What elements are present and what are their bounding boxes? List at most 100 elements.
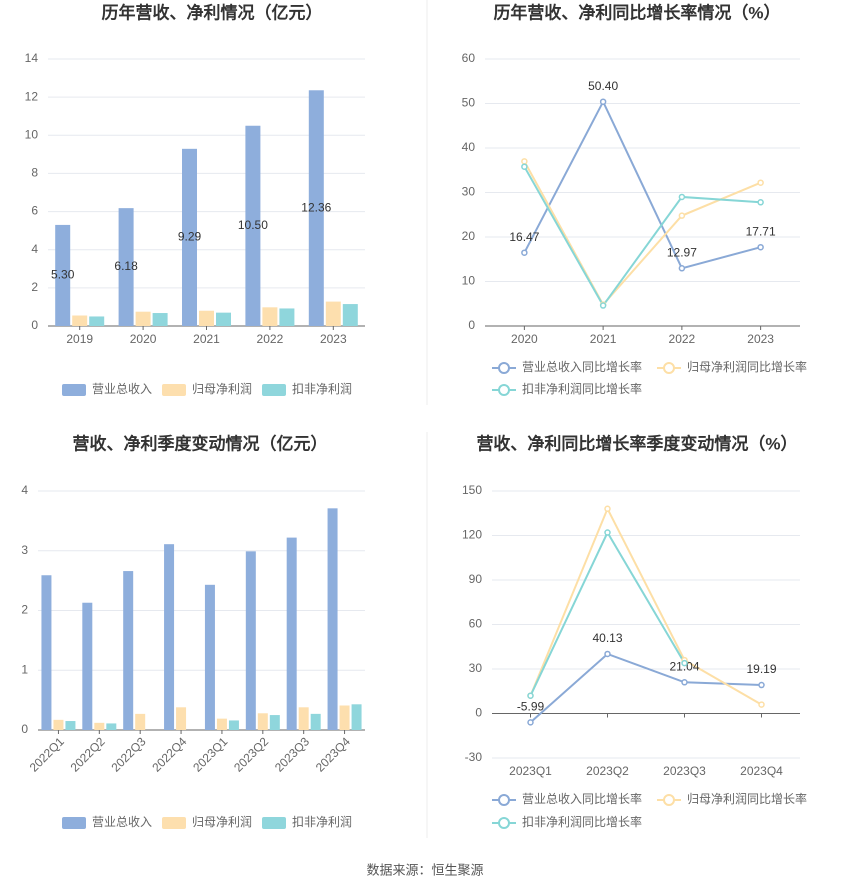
point-marker xyxy=(681,659,688,667)
point-marker xyxy=(678,265,686,272)
bar xyxy=(216,718,227,730)
bar xyxy=(106,723,117,730)
series-line xyxy=(523,166,761,308)
y-tick-label: 40 xyxy=(462,140,476,154)
bar xyxy=(65,721,76,730)
y-tick-label: 60 xyxy=(469,617,483,631)
bar xyxy=(182,148,197,326)
bar xyxy=(298,707,309,730)
point-marker xyxy=(599,98,607,105)
y-tick-label: 4 xyxy=(21,483,28,497)
legend-label: 营业总收入同比增长率 xyxy=(522,791,642,806)
point-marker xyxy=(527,719,534,726)
data-label: 17.71 xyxy=(746,224,776,238)
y-tick-label: 2 xyxy=(21,603,28,617)
point-marker xyxy=(604,529,611,536)
data-label: 21.04 xyxy=(669,659,699,673)
legend-swatch xyxy=(62,384,86,396)
source-note: 数据来源：恒生聚源 xyxy=(366,862,483,877)
legend-label: 归母净利润同比增长率 xyxy=(687,791,807,806)
y-tick-label: 50 xyxy=(462,96,476,110)
x-tick-label: 2023 xyxy=(747,332,774,346)
x-tick-label: 2022 xyxy=(257,332,284,346)
data-label: 12.36 xyxy=(301,200,331,214)
data-label: 16.47 xyxy=(509,230,539,244)
x-tick-label: 2023Q3 xyxy=(663,764,706,778)
bar xyxy=(41,575,52,730)
bar xyxy=(325,301,341,326)
point-marker xyxy=(604,650,611,658)
point-marker xyxy=(758,701,765,708)
data-label: 40.13 xyxy=(592,631,622,645)
y-tick-label: 10 xyxy=(25,127,39,141)
legend-marker xyxy=(498,384,510,396)
y-tick-label: 8 xyxy=(31,166,38,180)
point-marker xyxy=(521,158,528,165)
y-tick-label: 0 xyxy=(31,318,38,332)
series-line xyxy=(529,506,763,706)
legend-swatch xyxy=(162,384,186,396)
x-tick-label: 2021 xyxy=(193,332,220,346)
bar xyxy=(118,208,134,326)
bar xyxy=(135,713,146,730)
y-tick-label: 0 xyxy=(21,722,28,736)
bar xyxy=(152,313,168,326)
legend-label: 营业总收入同比增长率 xyxy=(522,359,642,374)
x-tick-label: 2020 xyxy=(130,332,157,346)
legend-marker xyxy=(663,362,675,374)
point-marker xyxy=(757,179,764,186)
point-marker xyxy=(681,679,688,686)
data-label: 19.19 xyxy=(746,662,776,676)
y-tick-label: 3 xyxy=(21,543,28,557)
bar xyxy=(89,316,105,326)
bar xyxy=(199,310,214,326)
legend-label: 营业总收入 xyxy=(92,815,152,829)
y-tick-label: -30 xyxy=(465,750,483,764)
chart-title: 历年营收、净利同比增长率情况（%） xyxy=(493,2,780,22)
bar xyxy=(94,722,105,730)
bar xyxy=(82,602,93,730)
y-tick-label: 20 xyxy=(462,229,476,243)
chart-title: 营收、净利同比增长率季度变动情况（%） xyxy=(476,433,797,453)
x-tick-label: 2023Q1 xyxy=(509,764,552,778)
legend-label: 归母净利润同比增长率 xyxy=(687,359,807,374)
point-marker xyxy=(758,681,765,689)
bar xyxy=(245,125,261,326)
y-tick-label: 0 xyxy=(475,706,482,720)
data-label: 6.18 xyxy=(114,259,138,273)
y-tick-label: 60 xyxy=(462,51,476,65)
data-label: 5.30 xyxy=(51,268,75,282)
data-label: 50.40 xyxy=(588,79,618,93)
y-tick-label: 1 xyxy=(21,662,28,676)
bar xyxy=(204,584,215,730)
y-tick-label: 14 xyxy=(25,51,39,65)
point-marker xyxy=(527,692,534,699)
chart-title: 营收、净利季度变动情况（亿元） xyxy=(73,433,328,453)
point-marker xyxy=(521,163,528,170)
y-tick-label: 0 xyxy=(468,318,475,332)
y-tick-label: 90 xyxy=(469,572,483,586)
series-line xyxy=(523,99,761,270)
legend-label: 归母净利润 xyxy=(192,815,252,829)
bar xyxy=(245,551,256,730)
y-tick-label: 12 xyxy=(25,89,39,103)
point-marker xyxy=(599,302,607,309)
legend-marker xyxy=(498,817,510,829)
y-tick-label: 120 xyxy=(462,528,482,542)
point-marker xyxy=(604,505,611,513)
legend-swatch xyxy=(262,384,286,396)
bar xyxy=(123,571,134,730)
y-tick-label: 30 xyxy=(462,185,476,199)
legend-swatch xyxy=(62,817,86,829)
bar xyxy=(327,508,338,730)
legend-label: 扣非净利润同比增长率 xyxy=(522,381,642,396)
point-marker xyxy=(757,199,764,206)
bar xyxy=(342,304,358,326)
data-label: 9.29 xyxy=(178,230,202,244)
x-tick-label: 2021 xyxy=(590,332,617,346)
x-tick-label: 2023 xyxy=(320,332,347,346)
point-marker xyxy=(521,249,528,256)
y-tick-label: 10 xyxy=(462,274,476,288)
bar xyxy=(72,315,88,326)
